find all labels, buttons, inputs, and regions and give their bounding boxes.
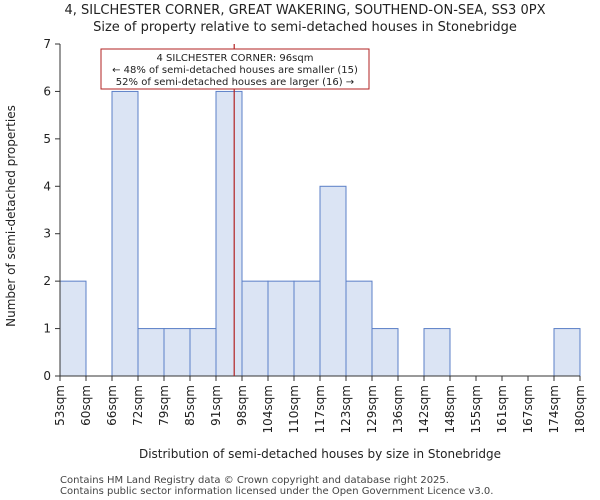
bar-79sqm [163,328,191,377]
bar-85sqm [189,328,217,377]
x-tick-label: 155sqm [469,385,483,433]
x-tick-label: 91sqm [209,385,223,426]
x-tick-label: 142sqm [417,385,431,433]
x-tick-label: 60sqm [79,385,93,426]
bar-129sqm [371,328,399,377]
x-tick-label: 53sqm [53,385,67,426]
x-tick-label: 174sqm [547,385,561,433]
x-tick-label: 136sqm [391,385,405,433]
y-tick-label: 7 [43,37,51,51]
x-tick-label: 123sqm [339,385,353,433]
bar-110sqm [293,280,321,377]
bar-174sqm [553,328,581,377]
y-tick-label: 4 [43,179,51,193]
bar-53sqm [59,280,87,377]
y-tick-label: 3 [43,227,51,241]
bar-142sqm [423,328,451,377]
x-tick-label: 129sqm [365,385,379,433]
x-tick-label: 167sqm [521,385,535,433]
y-tick-label: 2 [43,274,51,288]
x-tick-label: 180sqm [573,385,587,433]
x-tick-label: 161sqm [495,385,509,433]
x-tick-label: 110sqm [287,385,301,433]
x-tick-label: 72sqm [131,385,145,426]
bar-66sqm [111,90,139,377]
y-axis-label: Number of semi-detached properties [4,105,18,327]
chart-title: 4, SILCHESTER CORNER, GREAT WAKERING, SO… [65,3,546,18]
bars-group [59,90,581,377]
x-axis-label: Distribution of semi-detached houses by … [139,447,501,461]
y-tick-label: 0 [43,369,51,383]
y-tick-label: 1 [43,322,51,336]
annotation-frame [100,48,370,90]
x-tick-label: 104sqm [261,385,275,433]
bar-91sqm [215,90,243,377]
y-tick-label: 5 [43,132,51,146]
annotation-line-2: ← 48% of semi-detached houses are smalle… [112,65,358,76]
x-tick-label: 98sqm [235,385,249,426]
bar-117sqm [319,185,347,377]
x-tick-label: 148sqm [443,385,457,433]
annotation-line-1: 4 SILCHESTER CORNER: 96sqm [157,53,314,64]
y-axis-ticks: 0 1 2 3 4 5 6 7 [43,37,60,383]
footer-line-1: Contains HM Land Registry data © Crown c… [60,475,449,486]
y-tick-label: 6 [43,84,51,98]
annotation-box: 4 SILCHESTER CORNER: 96sqm ← 48% of semi… [100,48,370,90]
x-axis-ticks: 53sqm 60sqm 66sqm 72sqm 79sqm 85sqm 91sqm 98sqm… [53,376,587,433]
footer-line-2: Contains public sector information licen… [60,486,493,497]
x-tick-label: 66sqm [105,385,119,426]
bar-72sqm [137,328,165,377]
annotation-line-3: 52% of semi-detached houses are larger (… [116,77,354,88]
x-tick-label: 117sqm [313,385,327,433]
x-tick-label: 79sqm [157,385,171,426]
chart-subtitle: Size of property relative to semi-detach… [93,20,517,35]
bar-98sqm [241,280,269,377]
x-tick-label: 85sqm [183,385,197,426]
bar-104sqm [267,280,295,377]
bar-123sqm [345,280,373,377]
